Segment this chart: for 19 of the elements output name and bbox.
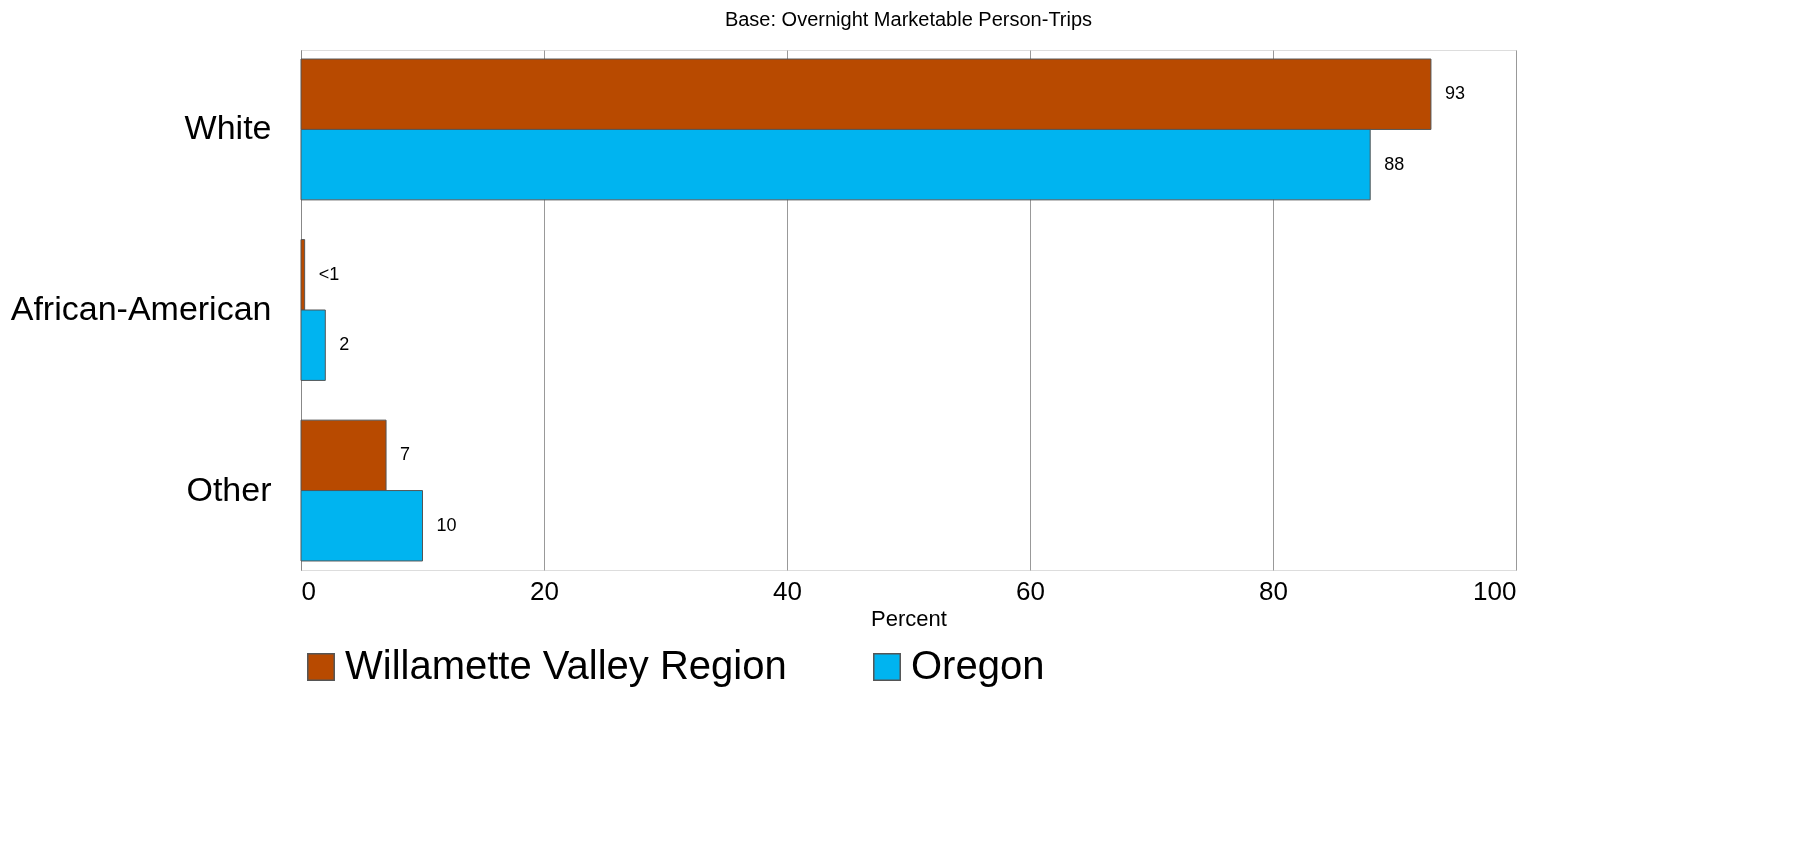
data-label: <1 [318, 263, 340, 284]
y-tick-label: White [184, 108, 272, 147]
x-tick-label: 100 [1473, 575, 1517, 606]
y-tick-label: African-American [10, 289, 272, 327]
x-axis-title: Percent [871, 605, 947, 631]
x-tick-label: 40 [773, 575, 802, 606]
y-tick-label: Other [186, 469, 272, 508]
legend-label: Oregon [911, 643, 1045, 687]
x-tick-label: 20 [530, 575, 559, 606]
data-label: 7 [400, 444, 411, 465]
x-tick-label: 0 [301, 575, 316, 606]
x-tick-label: 60 [1016, 575, 1045, 606]
x-tick-label: 80 [1259, 575, 1288, 606]
data-label: 93 [1444, 83, 1465, 104]
data-label: 2 [339, 334, 350, 355]
data-label: 88 [1384, 153, 1405, 174]
chart-title: Base: Overnight Marketable Person-Trips [724, 8, 1093, 30]
legend-label: Willamette Valley Region [345, 643, 787, 687]
data-label: 10 [436, 514, 457, 535]
